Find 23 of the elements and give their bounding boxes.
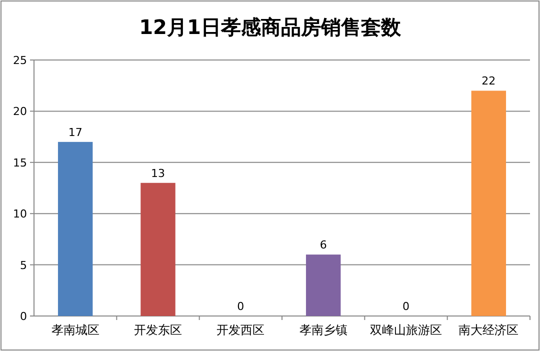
y-tick-label: 20 (13, 105, 27, 118)
x-tick-label: 孝南城区 (51, 323, 100, 337)
y-tick-label: 25 (13, 54, 27, 67)
bar (58, 142, 93, 316)
data-label: 0 (237, 300, 244, 313)
data-label: 0 (402, 300, 410, 313)
bar (306, 254, 341, 316)
x-tick-label: 孝南乡镇 (299, 323, 348, 337)
data-label: 13 (151, 166, 165, 180)
x-tick-label: 开发东区 (134, 323, 182, 337)
data-label: 22 (482, 74, 496, 88)
data-label: 17 (68, 126, 82, 139)
chart-title: 12月1日孝感商品房销售套数 (139, 15, 402, 39)
x-tick-label: 双峰山旅游区 (370, 323, 442, 337)
bar (140, 182, 176, 316)
data-label: 6 (320, 238, 327, 252)
y-tick-label: 5 (20, 258, 27, 272)
y-tick-label: 0 (20, 310, 27, 323)
y-tick-label: 15 (13, 156, 27, 170)
y-tick-label: 10 (13, 208, 27, 221)
bar (471, 90, 506, 316)
x-tick-label: 开发西区 (216, 323, 265, 337)
x-tick-label: 南大经济区 (458, 323, 519, 337)
